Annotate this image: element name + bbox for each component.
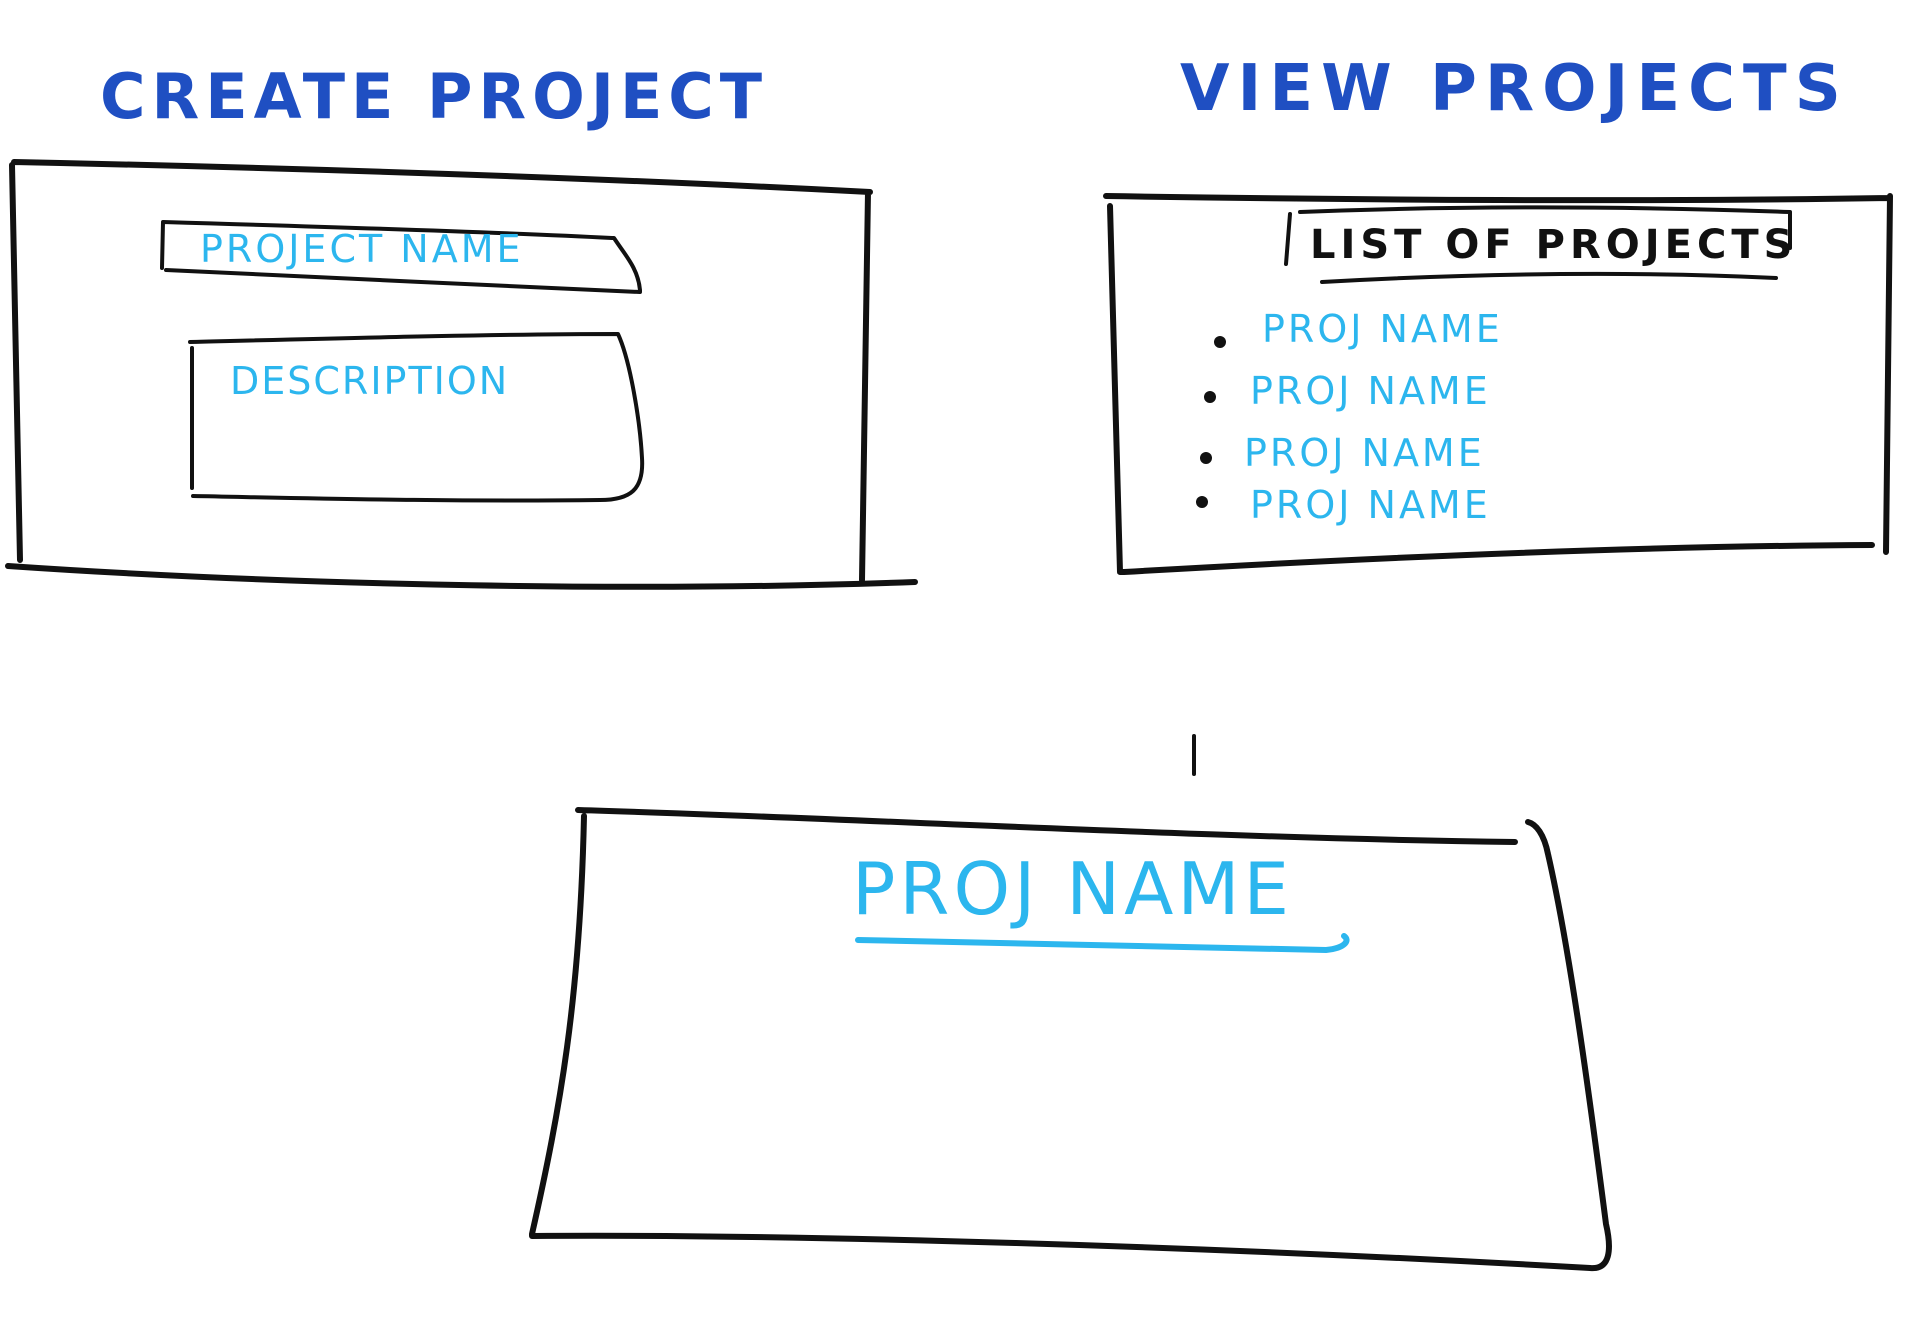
project-list-item[interactable]: PROJ NAME bbox=[1250, 483, 1491, 527]
list-bullet bbox=[1214, 336, 1226, 348]
create-project-frame bbox=[5, 159, 918, 590]
project-list-item[interactable]: PROJ NAME bbox=[1262, 307, 1503, 351]
project-detail-title: PROJ NAME bbox=[852, 847, 1293, 931]
project-name-field-label: PROJECT NAME bbox=[200, 227, 524, 271]
create-project-title: CREATE PROJECT bbox=[100, 60, 768, 133]
view-projects-title: VIEW PROJECTS bbox=[1180, 52, 1849, 126]
project-list-item[interactable]: PROJ NAME bbox=[1250, 369, 1491, 413]
description-field[interactable] bbox=[188, 332, 645, 503]
list-bullet bbox=[1200, 452, 1212, 464]
project-detail-section: PROJ NAME bbox=[529, 807, 1612, 1272]
description-field-label: DESCRIPTION bbox=[230, 359, 509, 403]
view-projects-section: VIEW PROJECTS LIST OF PROJECTS PROJ NAME… bbox=[1103, 52, 1893, 575]
project-list-item[interactable]: PROJ NAME bbox=[1244, 431, 1485, 475]
list-bullet bbox=[1196, 496, 1208, 508]
project-detail-frame bbox=[529, 807, 1612, 1272]
project-list-header-box bbox=[1284, 205, 1792, 284]
project-list-header: LIST OF PROJECTS bbox=[1310, 222, 1797, 268]
project-list: PROJ NAME PROJ NAME PROJ NAME PROJ NAME bbox=[1196, 307, 1503, 527]
list-bullet bbox=[1204, 391, 1216, 403]
project-detail-title-underline bbox=[855, 933, 1350, 954]
view-projects-frame bbox=[1103, 193, 1893, 575]
create-project-section: CREATE PROJECT PROJECT NAME DESCRIPTION bbox=[5, 60, 918, 590]
project-name-field[interactable] bbox=[160, 220, 642, 294]
